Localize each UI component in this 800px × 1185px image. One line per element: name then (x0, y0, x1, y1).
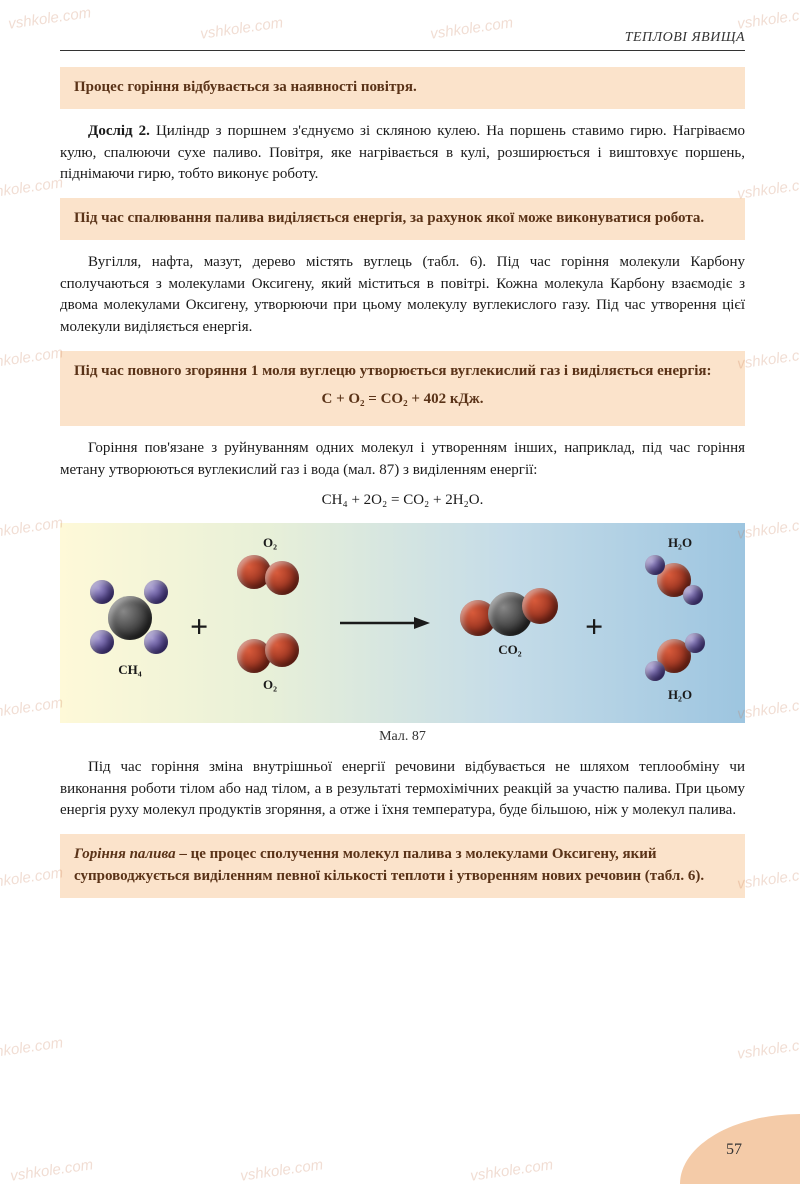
molecule-co2: CO₂ (460, 588, 560, 658)
paragraph-carbon: Вугілля, нафта, мазут, дерево містять ву… (60, 252, 745, 339)
box3-text: Під час повного згоряння 1 моля вуглецю … (74, 361, 731, 383)
atom-hydrogen (685, 633, 705, 653)
molecule-o2-bottom: O₂ (235, 633, 305, 693)
atom-hydrogen (683, 585, 703, 605)
paragraph-experiment: Дослід 2. Циліндр з поршнем з'єднуємо зі… (60, 121, 745, 186)
label-ch4: CH₄ (90, 662, 170, 678)
plus-icon: + (585, 608, 603, 645)
definition-term: Горіння палива (74, 846, 176, 862)
watermark: vshkole.com (0, 1034, 64, 1062)
atom-hydrogen (645, 661, 665, 681)
label-h2o-bottom: H₂O (645, 687, 715, 703)
chapter-header: ТЕПЛОВІ ЯВИЩА (60, 30, 745, 51)
experiment-label: Дослід 2. (88, 123, 150, 139)
atom-hydrogen (144, 630, 168, 654)
diagram-caption: Мал. 87 (60, 729, 745, 745)
atom-oxygen (522, 588, 558, 624)
box3-formula: C + O₂ = CO₂ + 402 кДж. (74, 389, 731, 411)
atom-hydrogen (90, 580, 114, 604)
atom-oxygen (265, 561, 299, 595)
watermark: vshkole.com (9, 1156, 94, 1184)
paragraph-energy: Під час горіння зміна внутрішньої енергі… (60, 757, 745, 822)
highlight-box-4: Горіння палива – це процес сполучення мо… (60, 834, 745, 898)
molecule-o2-top: O₂ (235, 535, 305, 595)
watermark: vshkole.com (736, 1034, 800, 1062)
paragraph-methane: Горіння пов'язане з руйнуванням одних мо… (60, 438, 745, 482)
page-number: 57 (726, 1141, 742, 1159)
experiment-text: Циліндр з поршнем з'єднуємо зі скляною к… (60, 123, 745, 183)
watermark: vshkole.com (239, 1156, 324, 1184)
atom-hydrogen (144, 580, 168, 604)
reaction-arrow-svg (340, 613, 430, 633)
highlight-box-2: Під час спалювання палива виділяється ен… (60, 198, 745, 240)
arrow-icon (340, 613, 430, 640)
highlight-box-3: Під час повного згоряння 1 моля вуглецю … (60, 351, 745, 427)
molecule-h2o-bottom: H₂O (645, 633, 715, 703)
atom-hydrogen (645, 555, 665, 575)
highlight-box-1: Процес горіння відбувається за наявності… (60, 67, 745, 109)
reaction-diagram: CH₄ + O₂ O₂ (60, 523, 745, 723)
molecule-ch4: CH₄ (90, 578, 170, 688)
atom-oxygen (265, 633, 299, 667)
label-o2-top: O₂ (235, 535, 305, 551)
molecule-h2o-top: H₂O (645, 535, 715, 605)
atom-hydrogen (90, 630, 114, 654)
plus-icon: + (190, 608, 208, 645)
watermark: vshkole.com (469, 1156, 554, 1184)
atom-carbon (108, 596, 152, 640)
label-o2-bottom: O₂ (235, 677, 305, 693)
label-co2: CO₂ (460, 642, 560, 658)
label-h2o-top: H₂O (645, 535, 715, 551)
formula-methane: CH₄ + 2O₂ = CO₂ + 2H₂O. (60, 492, 745, 509)
